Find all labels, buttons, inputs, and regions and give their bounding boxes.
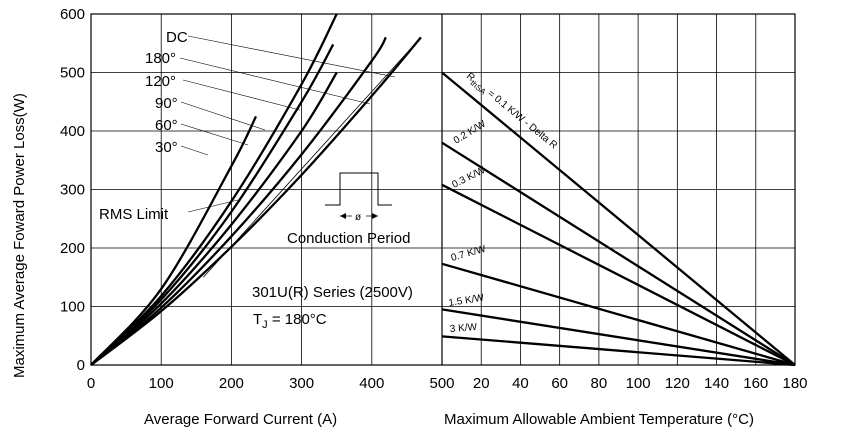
plot-frame: [90, 13, 796, 366]
right-x-tick-label: 40: [512, 375, 529, 392]
rms-limit-line: [203, 37, 422, 278]
leader-dc: [187, 35, 396, 78]
thermal-line-right: [441, 141, 796, 366]
right-x-tick-label: 60: [551, 375, 568, 392]
label-0-7: 0.7 K/W: [450, 244, 488, 264]
leader-120: [182, 79, 301, 111]
thermal-line-right: [441, 335, 796, 367]
right-x-tick-label: 20: [473, 375, 490, 392]
y-tick-label: 200: [60, 240, 85, 257]
series-label-120: 120°: [145, 73, 176, 90]
label-0-2: 0.2 K/W: [452, 118, 489, 146]
leader-60: [180, 123, 249, 146]
y-tick-label: 100: [60, 299, 85, 316]
y-tick-label: 400: [60, 123, 85, 140]
curve-left: [90, 36, 422, 366]
curve-left: [90, 71, 338, 366]
conduction-period-inset: ø Conduction Period: [287, 172, 410, 247]
label-3: 3 K/W: [449, 322, 478, 335]
curve-left: [90, 13, 338, 366]
right-x-tick-label: 140: [704, 375, 729, 392]
y-tick-label: 300: [60, 182, 85, 199]
curve-left: [90, 43, 335, 366]
series-annotation: 301U(R) Series (2500V): [252, 284, 413, 301]
series-label-dc: DC: [166, 29, 188, 46]
left-x-tick-label: 300: [289, 375, 314, 392]
y-tick-label: 0: [77, 357, 85, 374]
curve-left: [90, 115, 258, 366]
right-x-tick-label: 180: [782, 375, 807, 392]
leader-180: [179, 57, 371, 105]
left-x-axis-label: Average Forward Current (A): [144, 411, 337, 428]
rthsa-label: RthSA = 0.1 K/W - Delta R: [463, 71, 559, 153]
right-x-tick-label: 160: [743, 375, 768, 392]
left-x-tick-label: 200: [219, 375, 244, 392]
series-label-90: 90°: [155, 95, 178, 112]
thermal-line-right: [441, 262, 796, 367]
left-x-tick-label: 500: [429, 375, 454, 392]
left-series-labels: DC 180° 120° 90° 60° 30° RMS Limit: [99, 29, 396, 223]
leader-90: [180, 101, 266, 131]
series-lines: [90, 13, 796, 367]
thermal-line-right: [441, 183, 796, 367]
left-x-tick-label: 0: [87, 375, 95, 392]
y-tick-label: 600: [60, 6, 85, 23]
thermal-line-right: [441, 308, 796, 367]
junction-temp-annotation: TJ = 180°C: [253, 311, 327, 331]
right-series-labels: RthSA = 0.1 K/W - Delta R 0.2 K/W 0.3 K/…: [448, 71, 559, 335]
thermal-line-right: [441, 71, 796, 366]
series-label-180: 180°: [145, 50, 176, 67]
series-label-60: 60°: [155, 117, 178, 134]
leader-rms: [187, 199, 239, 213]
leader-30: [180, 145, 209, 156]
tick-labels: 0 100 200 300 400 500 600 0 100 200 300 400 500 20 40 6…: [60, 6, 808, 392]
label-0-3: 0.3 K/W: [450, 165, 487, 191]
left-x-tick-label: 100: [149, 375, 174, 392]
conduction-period-label: Conduction Period: [287, 230, 410, 247]
y-axis-label: Maximum Average Foward Power Loss(W): [11, 93, 28, 378]
curve-left: [90, 36, 387, 366]
y-tick-label: 500: [60, 65, 85, 82]
right-x-tick-label: 120: [665, 375, 690, 392]
right-x-axis-label: Maximum Allowable Ambient Temperature (°…: [444, 411, 754, 428]
conduction-angle-symbol: ø: [355, 212, 361, 223]
right-x-tick-label: 80: [591, 375, 608, 392]
rms-limit-label: RMS Limit: [99, 206, 169, 223]
left-x-tick-label: 400: [359, 375, 384, 392]
series-label-30: 30°: [155, 139, 178, 156]
right-x-tick-label: 100: [626, 375, 651, 392]
label-1-5: 1.5 K/W: [448, 293, 485, 309]
